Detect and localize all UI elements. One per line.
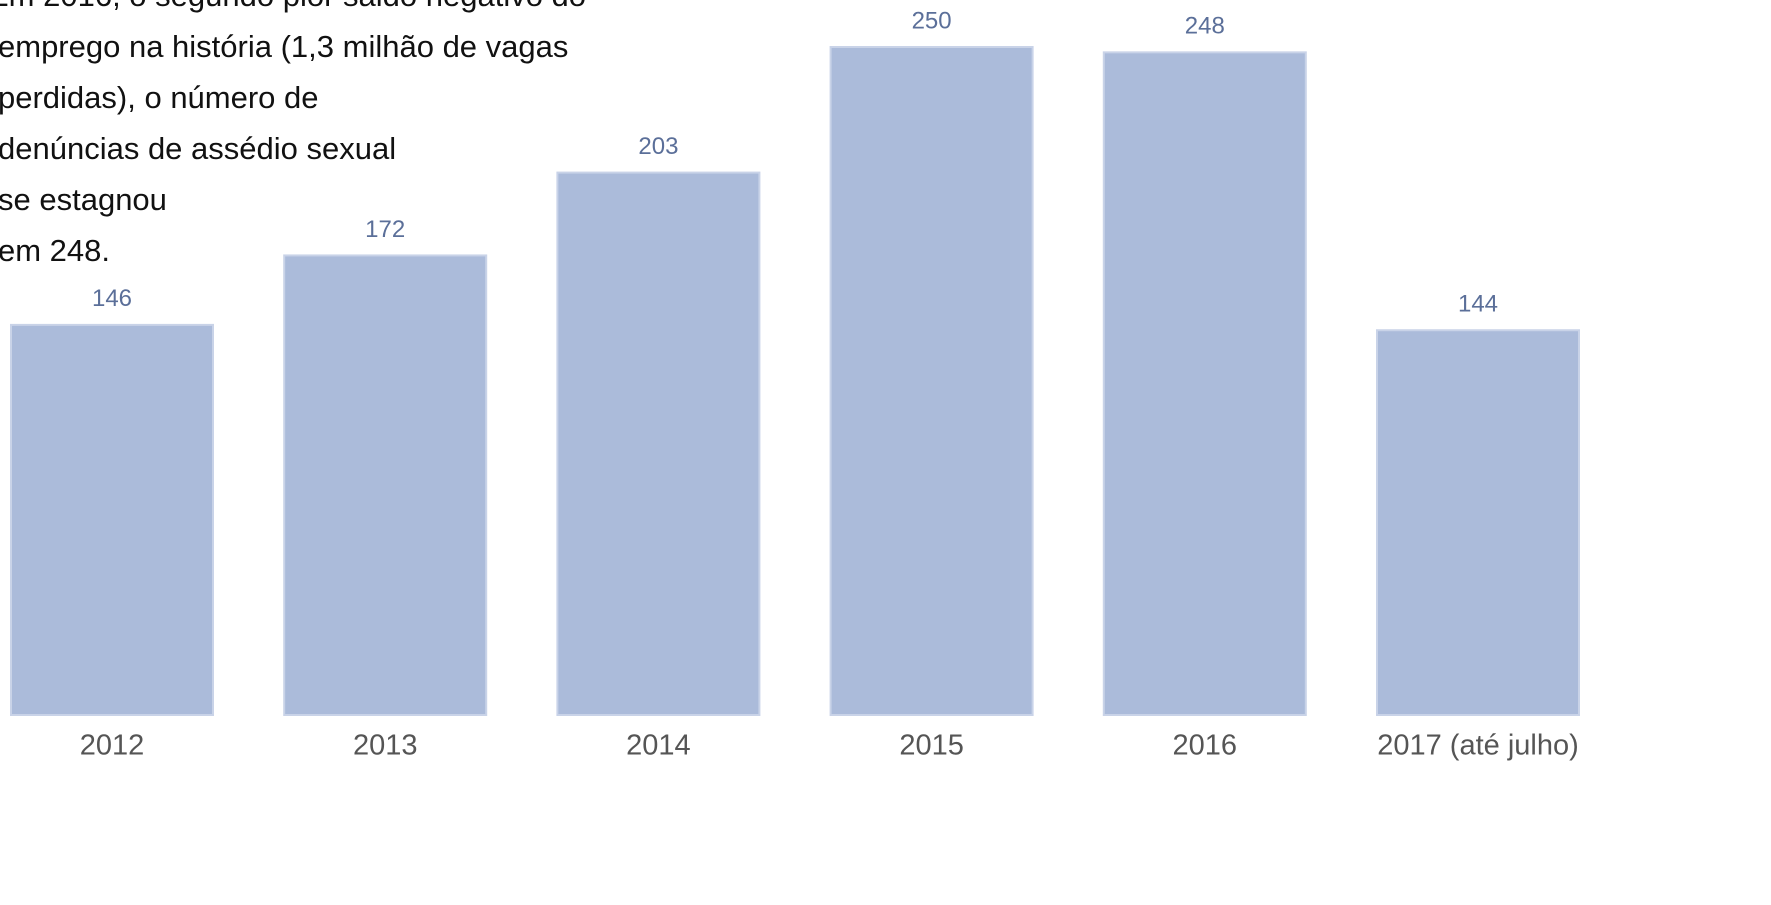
x-tick-label: 2017 (até julho) bbox=[1377, 730, 1579, 762]
annotation-line: Em 2016, o segundo pior saldo negativo d… bbox=[0, 0, 586, 13]
bar bbox=[556, 171, 761, 717]
data-label: 172 bbox=[365, 216, 405, 243]
data-label: 248 bbox=[1185, 13, 1225, 40]
bar bbox=[283, 254, 488, 717]
bar bbox=[1376, 329, 1580, 716]
annotation-line: perdidas), o número de bbox=[0, 80, 319, 115]
annotation-line: em 248. bbox=[0, 233, 110, 268]
bar bbox=[1102, 51, 1307, 717]
annotation-line: emprego na história (1,3 milhão de vagas bbox=[0, 29, 568, 64]
x-tick-label: 2016 bbox=[1173, 730, 1238, 762]
data-label: 146 bbox=[92, 285, 132, 312]
x-tick-label: 2015 bbox=[899, 730, 964, 762]
data-label: 250 bbox=[912, 7, 952, 34]
bar bbox=[829, 46, 1034, 716]
annotation-line: se estagnou bbox=[0, 182, 167, 217]
data-label: 144 bbox=[1458, 291, 1498, 318]
x-tick-label: 2013 bbox=[353, 730, 418, 762]
annotation-line: denúncias de assédio sexual bbox=[0, 131, 396, 166]
x-tick-label: 2014 bbox=[626, 730, 691, 762]
x-tick-label: 2012 bbox=[80, 730, 145, 762]
data-label: 203 bbox=[638, 133, 678, 160]
bar bbox=[10, 323, 214, 716]
